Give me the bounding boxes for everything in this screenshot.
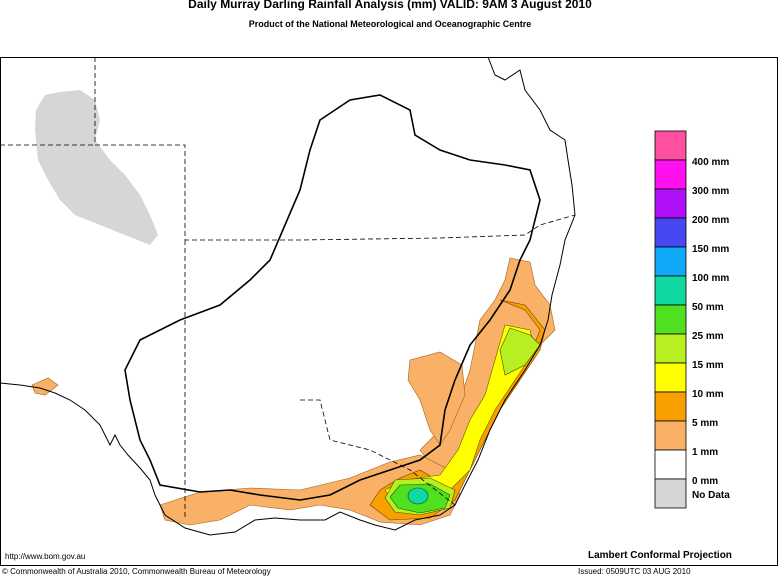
legend-swatch bbox=[654, 362, 687, 393]
legend-label: 1 mm bbox=[692, 447, 718, 458]
legend-label: 300 mm bbox=[692, 186, 729, 197]
basin-boundary bbox=[124, 94, 541, 501]
legend-label: 50 mm bbox=[692, 302, 724, 313]
state-border bbox=[0, 57, 576, 520]
legend-swatch bbox=[654, 478, 687, 509]
legend-label: 0 mm bbox=[692, 476, 718, 487]
map-frame bbox=[0, 57, 778, 566]
legend-swatch bbox=[654, 420, 687, 451]
legend-swatch bbox=[654, 217, 687, 248]
legend-label: 5 mm bbox=[692, 418, 718, 429]
legend-swatch bbox=[654, 275, 687, 306]
rain-1mm bbox=[31, 377, 59, 396]
subtitle: Product of the National Meteorological a… bbox=[249, 19, 532, 29]
legend-swatch bbox=[654, 188, 687, 219]
coastline bbox=[0, 56, 576, 536]
legend-swatch bbox=[654, 130, 687, 161]
issued: Issued: 0509UTC 03 AUG 2010 bbox=[578, 567, 691, 576]
legend-swatch bbox=[654, 304, 687, 335]
legend: 400 mm 300 mm 200 mm 150 mm 100 mm 50 mm 25 mm… bbox=[654, 130, 730, 509]
legend-label: No Data bbox=[692, 490, 730, 501]
no-data-area bbox=[35, 90, 158, 245]
legend-label: 100 mm bbox=[692, 273, 729, 284]
map bbox=[0, 56, 576, 536]
legend-label: 400 mm bbox=[692, 157, 729, 168]
projection: Lambert Conformal Projection bbox=[588, 550, 732, 561]
legend-swatch bbox=[654, 246, 687, 277]
rain-50mm bbox=[407, 487, 429, 505]
legend-label: 25 mm bbox=[692, 331, 724, 342]
copyright: © Commonwealth of Australia 2010, Common… bbox=[2, 567, 271, 576]
legend-swatch bbox=[654, 449, 687, 480]
legend-label: 150 mm bbox=[692, 244, 729, 255]
legend-label: 200 mm bbox=[692, 215, 729, 226]
legend-swatch bbox=[654, 391, 687, 422]
rain-1mm bbox=[407, 351, 466, 446]
url: http://www.bom.gov.au bbox=[5, 552, 85, 561]
legend-swatch bbox=[654, 159, 687, 190]
title: Daily Murray Darling Rainfall Analysis (… bbox=[188, 0, 592, 11]
rain-15mm bbox=[499, 327, 541, 376]
legend-label: 10 mm bbox=[692, 389, 724, 400]
legend-label: 15 mm bbox=[692, 360, 724, 371]
legend-swatch bbox=[654, 333, 687, 364]
